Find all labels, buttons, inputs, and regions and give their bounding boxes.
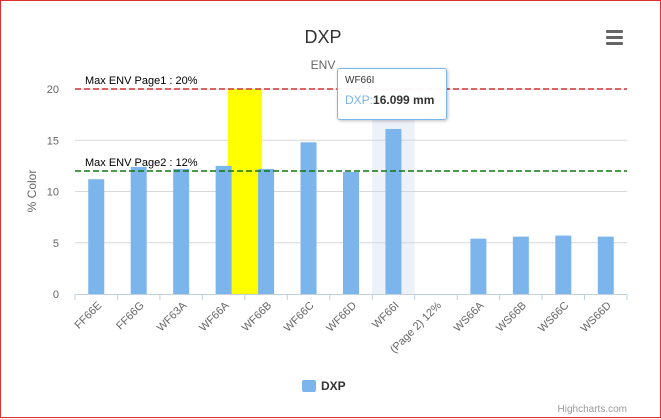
bar: [343, 172, 359, 294]
bar: [88, 179, 105, 294]
x-tick-label: WF63A: [155, 299, 190, 334]
bar: [215, 165, 232, 294]
hamburger-menu-icon[interactable]: [605, 30, 625, 48]
x-tick-label: WF66I: [370, 300, 401, 331]
bar: [470, 238, 487, 294]
chart-subtitle: ENV: [311, 58, 336, 72]
bar: [597, 236, 614, 294]
highlight-band: [227, 89, 263, 294]
x-tick-label: WF66B: [240, 300, 274, 334]
bar: [258, 168, 275, 294]
x-tick-label: WF66C: [282, 300, 317, 335]
bar: [555, 235, 572, 294]
tooltip-header: WF66I: [345, 75, 375, 86]
y-tick-label: 0: [53, 289, 59, 301]
x-tick-label: WS66B: [494, 300, 529, 335]
x-tick-label: WS66A: [452, 299, 487, 334]
y-tick-label: 15: [47, 135, 59, 147]
credits-link[interactable]: Highcharts.com: [558, 404, 627, 415]
bar: [385, 128, 402, 294]
tooltip-row: DXP:16.099 mm: [345, 93, 439, 107]
plot-line-label: Max ENV Page1 : 20%: [85, 75, 198, 87]
chart-title: DXP: [304, 27, 341, 47]
legend-swatch: [302, 380, 316, 392]
legend-item-label: DXP: [321, 379, 346, 393]
tooltip-series-label: DXP:: [345, 93, 374, 107]
tooltip-value: 16.099 mm: [373, 93, 435, 107]
tooltip: WF66I DXP:16.099 mm: [337, 68, 447, 120]
y-tick-label: 10: [47, 187, 59, 199]
bar: [173, 168, 190, 294]
x-tick-label: WF66D: [324, 300, 359, 335]
x-tick-label: FF66G: [114, 300, 147, 333]
plotline-layer: Max ENV Page1 : 20% Max ENV Page2 : 12%: [75, 75, 627, 172]
y-tick-label: 20: [47, 84, 59, 96]
x-tick-label: WF66A: [197, 299, 232, 334]
menu-line-icon: [606, 42, 623, 45]
x-tick-label: WS66C: [536, 300, 571, 335]
legend[interactable]: DXP: [302, 379, 346, 393]
y-axis-title: % Color: [25, 170, 39, 213]
bar-layer: [88, 128, 614, 294]
plot-line-label: Max ENV Page2 : 12%: [85, 157, 198, 169]
band-layer: [227, 89, 263, 294]
x-tick-label: WS66D: [579, 300, 614, 335]
y-tick-label: 5: [53, 238, 59, 250]
x-tick-label: FF66E: [73, 300, 105, 332]
bar: [130, 166, 147, 294]
menu-line-icon: [606, 36, 623, 39]
menu-line-icon: [606, 30, 623, 33]
bar: [300, 142, 317, 294]
bar: [512, 236, 529, 294]
